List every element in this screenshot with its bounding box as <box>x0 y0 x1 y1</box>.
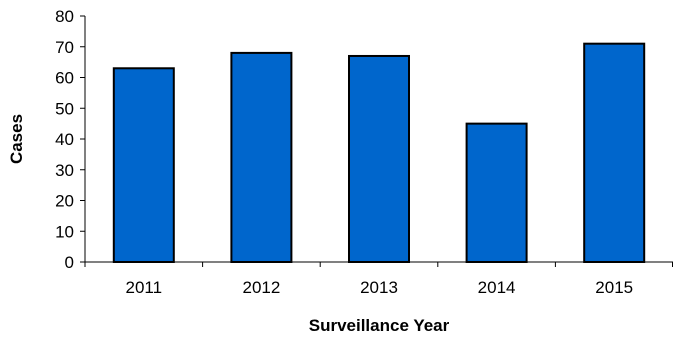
x-axis-title: Surveillance Year <box>309 316 450 335</box>
y-tick-label: 80 <box>55 7 74 26</box>
y-tick-label: 0 <box>65 253 74 272</box>
y-tick-label: 70 <box>55 38 74 57</box>
bar-2012 <box>230 51 293 264</box>
y-tick-label: 30 <box>55 161 74 180</box>
y-tick-label: 50 <box>55 99 74 118</box>
x-tick-label: 2013 <box>360 278 398 297</box>
bar-2015 <box>583 42 646 263</box>
y-tick-label: 40 <box>55 130 74 149</box>
y-tick-label: 60 <box>55 69 74 88</box>
y-axis: 0 10 20 30 40 50 60 70 80 <box>55 7 86 272</box>
bar-2013 <box>348 54 410 263</box>
y-axis-title: Cases <box>7 114 26 164</box>
y-tick-label: 10 <box>55 222 74 241</box>
y-tick-label: 20 <box>55 192 74 211</box>
bars <box>112 42 646 264</box>
x-tick-label: 2015 <box>595 278 633 297</box>
bar-2014 <box>465 122 528 263</box>
x-tick-label: 2011 <box>126 278 163 297</box>
x-tick-label: 2014 <box>478 278 516 297</box>
x-tick-label: 2012 <box>242 278 280 297</box>
bar-2011 <box>112 67 175 264</box>
x-axis: 2011 2012 2013 2014 2015 <box>84 261 673 297</box>
